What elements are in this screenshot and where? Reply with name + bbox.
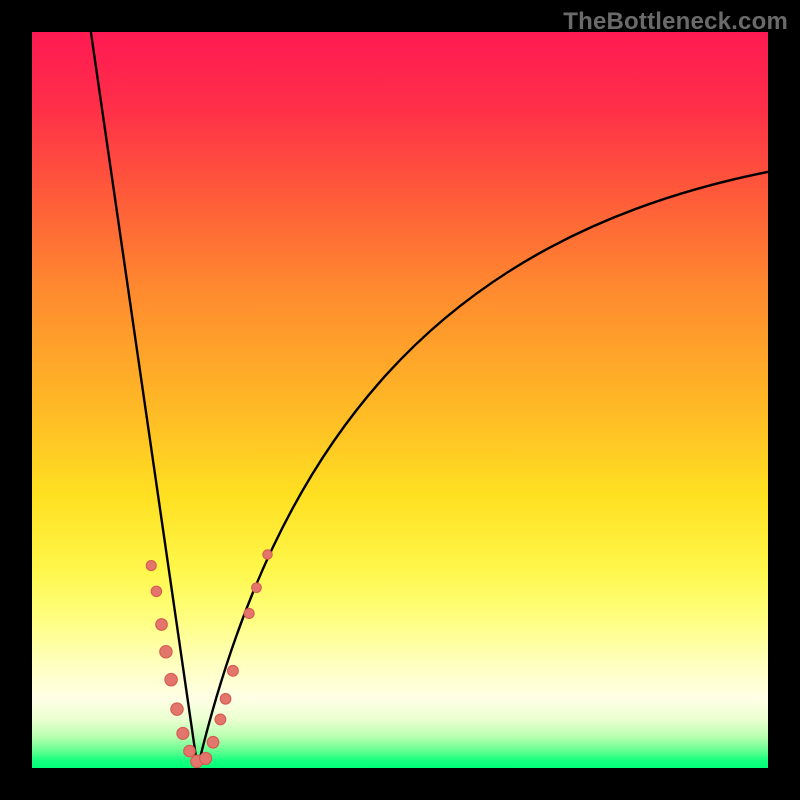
watermark-text: TheBottleneck.com	[563, 8, 788, 36]
data-marker	[207, 736, 219, 748]
data-marker	[244, 608, 254, 618]
data-marker	[151, 586, 161, 596]
data-marker	[200, 752, 212, 764]
data-marker	[263, 550, 272, 559]
data-marker	[146, 561, 156, 571]
gradient-background	[32, 32, 768, 768]
data-marker	[252, 583, 262, 593]
data-marker	[160, 646, 172, 658]
data-marker	[184, 745, 196, 757]
chart-svg	[32, 32, 768, 768]
data-marker	[228, 665, 239, 676]
data-marker	[171, 703, 183, 715]
data-marker	[177, 727, 189, 739]
data-marker	[156, 619, 168, 631]
data-marker	[220, 694, 231, 705]
data-marker	[215, 714, 226, 725]
data-marker	[165, 673, 177, 685]
plot-area	[32, 32, 768, 768]
